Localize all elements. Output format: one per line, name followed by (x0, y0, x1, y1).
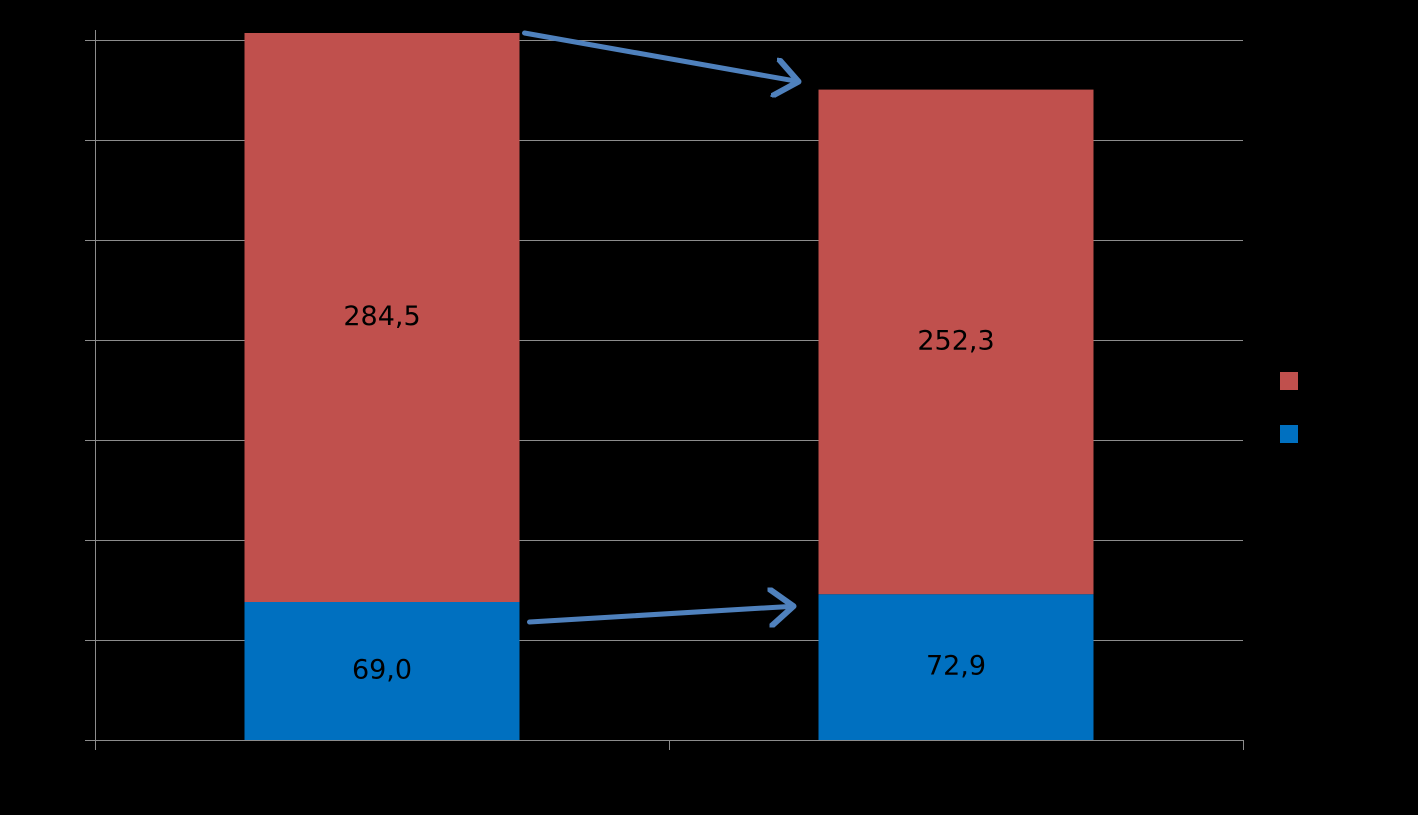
data-label: 284,5 (343, 301, 420, 332)
bar-segment (244, 33, 520, 602)
legend-swatch (1280, 425, 1298, 443)
bars (244, 33, 1094, 740)
bar-segment (244, 602, 520, 740)
arrow-top (522, 30, 799, 82)
legend (1280, 372, 1298, 443)
bar-segment (818, 89, 1094, 595)
data-label: 72,9 (926, 651, 986, 682)
data-label: 69,0 (352, 655, 412, 686)
arrow-bottom (527, 606, 794, 622)
data-labels: 69,0 284,5 72,9 252,3 (343, 301, 994, 686)
data-label: 252,3 (917, 325, 994, 356)
trend-arrows (522, 30, 799, 622)
bar-segment (818, 594, 1094, 740)
legend-swatch (1280, 372, 1298, 390)
axes (85, 30, 1244, 750)
